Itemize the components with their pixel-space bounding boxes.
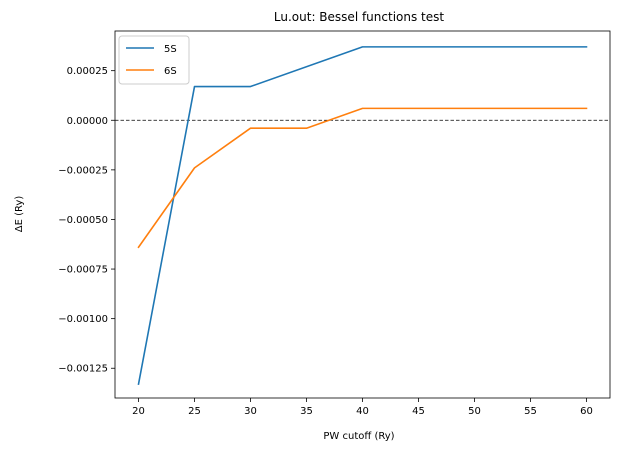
y-tick-label: 0.00000 (67, 116, 108, 127)
series-line-6s (137, 107, 588, 249)
legend-box (118, 35, 190, 85)
x-tick-label: 55 (524, 406, 537, 417)
y-tick-label: −0.00125 (58, 364, 108, 375)
x-tick-label: 60 (580, 406, 593, 417)
y-tick-label: −0.00050 (58, 215, 108, 226)
x-tick-label: 50 (468, 406, 481, 417)
y-tick-label: −0.00025 (58, 165, 108, 176)
plot-area (115, 46, 610, 386)
y-axis-label: ΔE (Ry) (14, 196, 25, 233)
x-tick-label: 35 (300, 406, 313, 417)
x-axis-label: PW cutoff (Ry) (323, 431, 394, 442)
legend-label-6s: 6S (164, 66, 177, 77)
legend-label-5s: 5S (164, 44, 177, 55)
x-axis: 20 25 30 35 40 45 50 55 60 (132, 398, 593, 417)
y-tick-label: −0.00100 (58, 314, 108, 325)
y-tick-label: −0.00075 (58, 265, 108, 276)
x-tick-label: 20 (132, 406, 145, 417)
x-tick-label: 40 (356, 406, 369, 417)
x-tick-label: 25 (188, 406, 201, 417)
y-axis: −0.00125 −0.00100 −0.00075 −0.00050 −0.00025… (58, 66, 115, 375)
y-tick-label: 0.00025 (67, 66, 108, 77)
series-layer (137, 46, 588, 386)
x-tick-label: 30 (244, 406, 257, 417)
chart-title: Lu.out: Bessel functions test (274, 10, 444, 24)
series-line-5s (137, 46, 588, 386)
x-tick-label: 45 (412, 406, 425, 417)
legend: 5S 6S (118, 35, 190, 85)
